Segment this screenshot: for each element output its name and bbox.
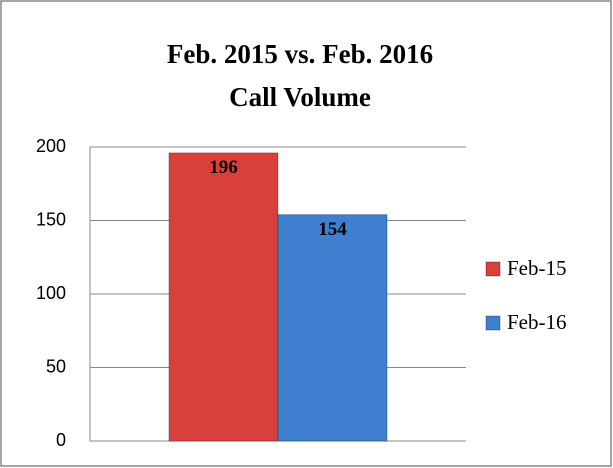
y-tick-label: 150 [36, 209, 66, 229]
y-tick-label: 200 [36, 136, 66, 156]
legend-label: Feb-16 [507, 310, 567, 334]
bar [168, 152, 279, 442]
y-tick-label: 100 [36, 283, 66, 303]
legend-swatch [485, 315, 501, 331]
chart-title: Call Volume [229, 82, 371, 112]
y-tick-label: 50 [46, 356, 66, 376]
legend-label: Feb-15 [507, 256, 567, 280]
y-tick-label: 0 [56, 430, 66, 450]
data-label: 154 [318, 219, 347, 240]
chart-title: Feb. 2015 vs. Feb. 2016 [167, 39, 433, 69]
bar [277, 214, 388, 442]
legend-swatch [485, 261, 501, 277]
data-label: 196 [209, 157, 238, 178]
